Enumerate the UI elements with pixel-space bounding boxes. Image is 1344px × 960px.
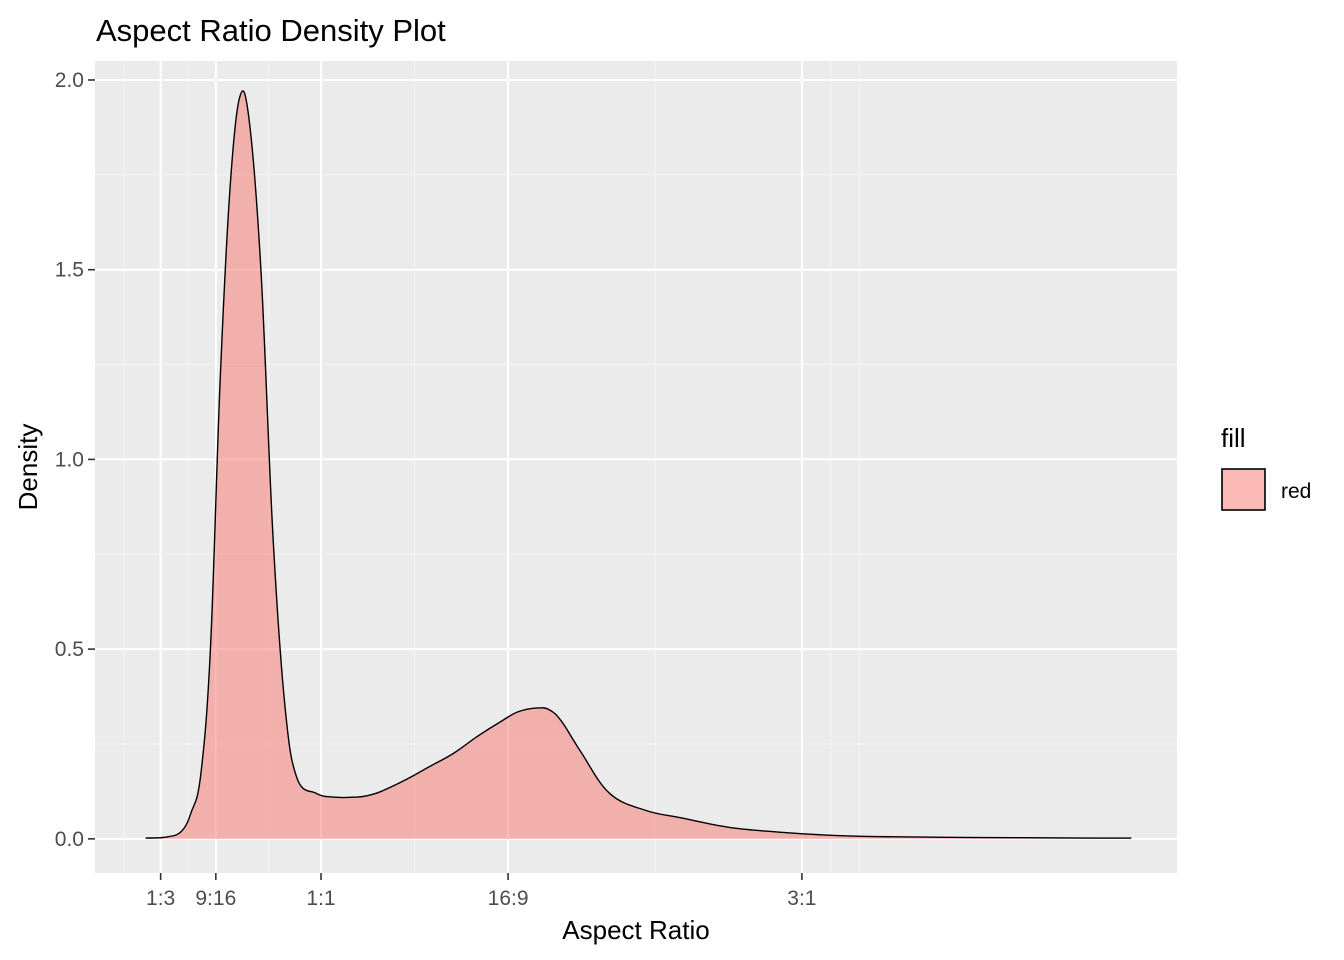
y-tick-label: 1.0	[55, 448, 84, 471]
y-tick-label: 0.0	[55, 828, 84, 851]
x-tick-label: 9:16	[195, 887, 236, 910]
x-tick-label: 1:3	[146, 887, 175, 910]
legend-title: fill	[1221, 423, 1246, 453]
legend-label-red: red	[1281, 480, 1311, 503]
legend: fill red	[1221, 423, 1311, 511]
x-axis-title: Aspect Ratio	[562, 915, 709, 945]
y-tick-label: 0.5	[55, 638, 84, 661]
density-line-red	[145, 90, 1132, 839]
y-axis: 0.0 0.5 1.0 1.5 2.0	[55, 69, 95, 851]
chart-title: Aspect Ratio Density Plot	[96, 13, 446, 48]
y-axis-title: Density	[13, 424, 43, 511]
x-tick-label: 3:1	[787, 887, 816, 910]
y-tick-label: 2.0	[55, 69, 84, 92]
x-tick-label: 16:9	[488, 887, 529, 910]
x-tick-label: 1:1	[306, 887, 335, 910]
x-axis: 1:3 9:16 1:1 16:9 3:1	[146, 873, 817, 910]
legend-key-red	[1221, 468, 1266, 511]
density-area-red	[145, 90, 1132, 839]
density-series	[145, 90, 1132, 839]
y-tick-label: 1.5	[55, 259, 84, 282]
